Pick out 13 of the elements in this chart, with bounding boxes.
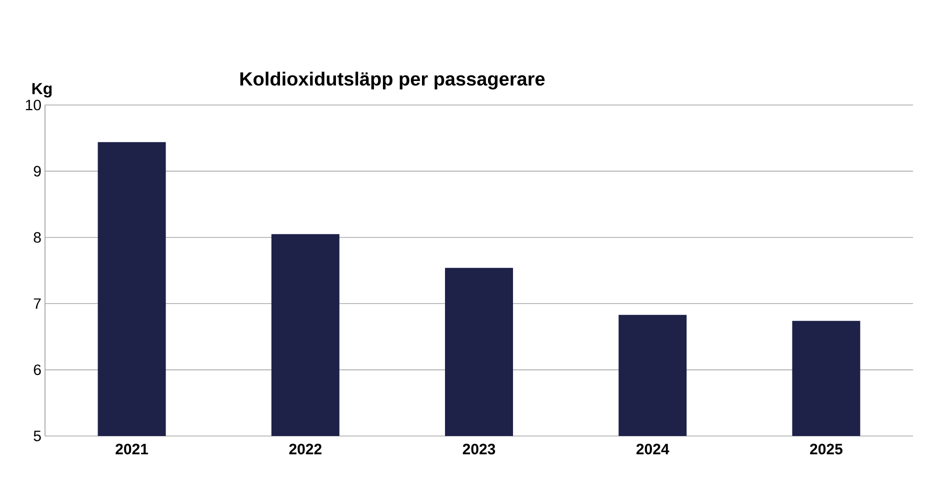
x-tick-label: 2023 <box>462 444 496 454</box>
chart-title: Koldioxidutsläpp per passagerare <box>240 72 545 90</box>
x-tick-label: 2025 <box>810 444 842 454</box>
x-tick-label: 2024 <box>636 444 670 454</box>
y-tick-label: 5 <box>34 430 41 442</box>
y-tick-label: 10 <box>26 100 41 110</box>
y-tick-label: 6 <box>34 364 41 376</box>
y-axis-title: Kg <box>32 83 52 98</box>
y-tick-label: 7 <box>34 298 41 309</box>
y-tick-label: 8 <box>34 232 41 243</box>
x-tick-label: 2021 <box>116 444 148 454</box>
x-tick-label: 2022 <box>289 444 322 454</box>
y-tick-label: 9 <box>34 166 41 177</box>
